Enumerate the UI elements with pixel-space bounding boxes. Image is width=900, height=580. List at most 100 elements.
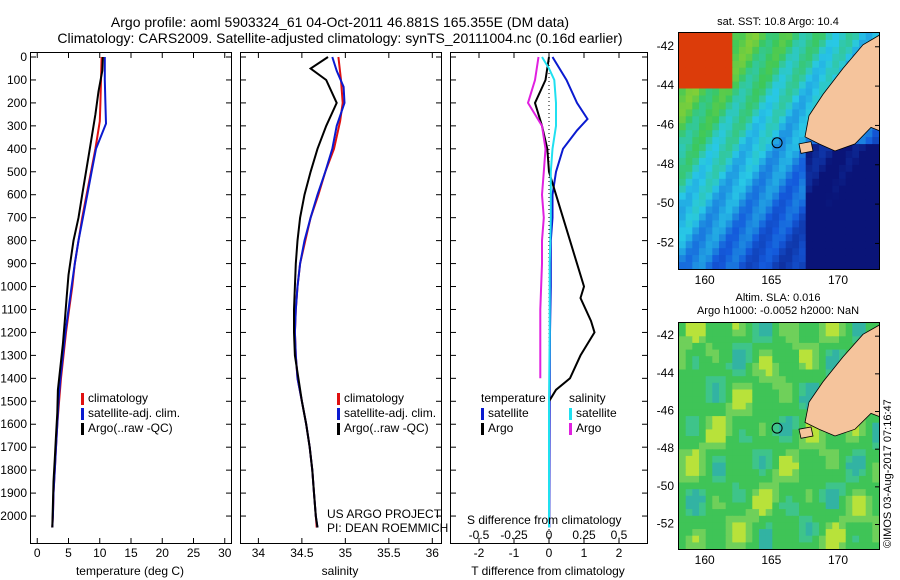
- map-cell: [785, 535, 793, 543]
- map-cell: [745, 535, 753, 543]
- map-cell: [759, 422, 767, 430]
- map-cell: [832, 469, 840, 477]
- legend-swatch-satellite: [337, 407, 340, 420]
- map-cell: [779, 422, 787, 430]
- map-cell: [799, 262, 807, 269]
- map-cell: [832, 342, 840, 351]
- x-tick-label: 25: [187, 546, 201, 560]
- map-cell: [739, 495, 747, 503]
- map-cell: [719, 462, 727, 470]
- map-cell: [765, 442, 773, 450]
- map-cell: [772, 213, 780, 221]
- map-cell: [759, 469, 767, 477]
- map-cell: [792, 475, 800, 484]
- map-cell: [732, 157, 740, 166]
- series-line-satellite-adj-clim-: [293, 56, 346, 528]
- map-cell: [712, 227, 720, 235]
- map-cell: [725, 130, 733, 138]
- map-cell: [825, 234, 833, 242]
- map-cell: [679, 151, 687, 159]
- map-cell: [832, 455, 840, 464]
- map-cell: [759, 234, 767, 242]
- map-cell: [692, 336, 700, 344]
- map-cell: [792, 469, 800, 477]
- map-cell: [732, 402, 740, 410]
- map-cell: [705, 329, 713, 337]
- map-cell: [752, 495, 760, 503]
- map-cell: [705, 409, 713, 417]
- map-cell: [859, 199, 867, 208]
- map-cell: [792, 362, 800, 371]
- map-cell: [685, 442, 693, 450]
- map-cell: [825, 33, 833, 41]
- map-cell: [785, 60, 793, 69]
- map-cell: [725, 515, 733, 523]
- map-cell: [839, 178, 847, 187]
- map-cell: [732, 81, 740, 90]
- map-cell: [799, 123, 807, 131]
- map-cell: [765, 185, 773, 194]
- map-cell: [752, 88, 760, 96]
- map-cell: [785, 137, 793, 145]
- map-cell: [839, 39, 847, 48]
- map-cell: [872, 416, 879, 424]
- map-cell: [752, 255, 760, 263]
- map-cell: [725, 53, 733, 62]
- map-cell: [785, 469, 793, 477]
- map-cell: [785, 192, 793, 201]
- map-cell: [819, 482, 827, 490]
- map-cell: [799, 396, 807, 404]
- map-lon-label: 170: [828, 553, 848, 567]
- map-cell: [759, 482, 767, 490]
- map-cell: [825, 206, 833, 214]
- map-cell: [699, 81, 707, 90]
- map-cell: [759, 67, 767, 76]
- map-cell: [819, 369, 827, 377]
- map-cell: [772, 409, 780, 417]
- map-cell: [685, 436, 693, 444]
- map-cell: [772, 123, 780, 131]
- map-cell: [832, 449, 840, 457]
- map-cell: [712, 522, 720, 530]
- map-cell: [745, 88, 753, 96]
- map-cell: [692, 123, 700, 131]
- map-cell: [779, 469, 787, 477]
- map-cell: [865, 495, 873, 503]
- map-cell: [685, 255, 693, 263]
- map-cell: [719, 60, 727, 69]
- map-cell: [732, 376, 740, 384]
- sst-map: [678, 32, 880, 270]
- map-cell: [739, 262, 747, 269]
- map-cell: [772, 529, 780, 537]
- map-cell: [839, 342, 847, 351]
- map-cell: [792, 402, 800, 410]
- map-cell: [785, 449, 793, 457]
- map-cell: [725, 369, 733, 377]
- map-cell: [812, 53, 820, 62]
- map-cell: [699, 382, 707, 390]
- map-cell: [712, 213, 720, 221]
- map-cell: [679, 402, 687, 410]
- map-cell: [705, 529, 713, 537]
- map-cell: [679, 53, 687, 62]
- map-cell: [805, 33, 813, 41]
- map-cell: [759, 362, 767, 371]
- map-cell: [845, 234, 853, 242]
- map-cell: [819, 535, 827, 543]
- map-cell: [732, 178, 740, 187]
- map-cell: [759, 336, 767, 344]
- map-cell: [852, 164, 860, 173]
- map-cell: [745, 329, 753, 337]
- map-cell: [725, 535, 733, 543]
- map-cell: [745, 362, 753, 371]
- map-cell: [705, 462, 713, 470]
- map-cell: [679, 130, 687, 138]
- x-tick-label: 36: [426, 546, 440, 560]
- imos-timestamp: ©IMOS 03-Aug-2017 07:16:47: [882, 399, 894, 548]
- map-cell: [832, 262, 840, 269]
- map-cell: [825, 362, 833, 371]
- map-cell: [699, 151, 707, 159]
- map-cell: [752, 342, 760, 351]
- map-cell: [805, 220, 813, 228]
- map-cell: [845, 171, 853, 180]
